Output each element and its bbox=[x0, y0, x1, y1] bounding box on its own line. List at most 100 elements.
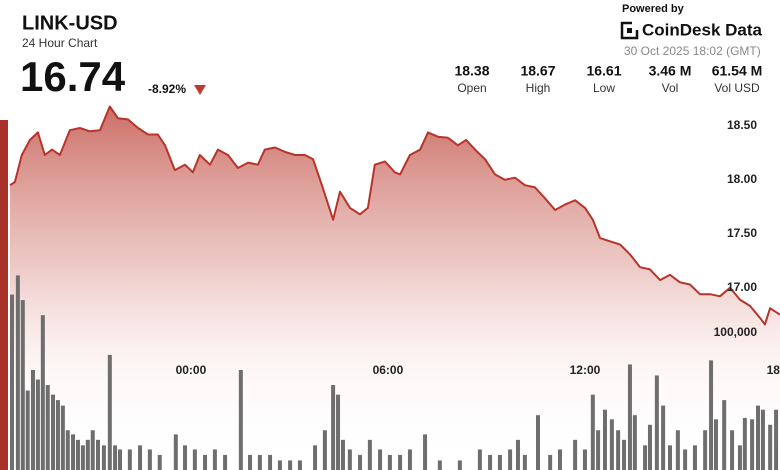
volume-bar bbox=[477, 449, 482, 470]
volume-bar bbox=[248, 454, 253, 470]
volume-bar bbox=[55, 400, 60, 470]
volume-bar bbox=[515, 439, 520, 470]
last-price: 16.74 bbox=[20, 53, 126, 100]
powered-by: Powered by bbox=[622, 3, 685, 15]
volume-bar bbox=[774, 409, 779, 470]
stat-label: High bbox=[526, 81, 551, 95]
symbol: LINK-USD bbox=[22, 12, 118, 34]
volume-bar bbox=[668, 445, 672, 470]
down-arrow bbox=[194, 85, 206, 95]
volume-bar bbox=[71, 434, 76, 470]
volume-bar bbox=[223, 454, 228, 470]
volume-bar bbox=[602, 409, 607, 470]
volume-bar bbox=[60, 405, 65, 470]
stat-value: 61.54 M bbox=[712, 63, 763, 79]
volume-bar bbox=[437, 460, 442, 470]
volume-bar bbox=[313, 445, 318, 470]
x-tick-label: 06:00 bbox=[373, 363, 404, 377]
volume-bar bbox=[101, 445, 106, 470]
stat-label: Vol USD bbox=[714, 81, 760, 95]
stat-label: Low bbox=[593, 81, 615, 95]
volume-bar bbox=[643, 445, 648, 470]
volume-bar bbox=[347, 449, 352, 470]
price-change: -8.92% bbox=[148, 82, 186, 96]
volume-bar bbox=[173, 434, 178, 470]
volume-bar bbox=[713, 419, 718, 470]
volume-bar bbox=[760, 409, 765, 470]
volume-bar bbox=[268, 454, 273, 470]
volume-bar bbox=[756, 405, 760, 470]
area-layer bbox=[10, 106, 780, 470]
volume-bar bbox=[457, 460, 462, 470]
volume-bar bbox=[407, 449, 412, 470]
x-tick-label: 18:00 bbox=[767, 363, 780, 377]
volume-bar bbox=[582, 449, 587, 470]
volume-bar bbox=[90, 430, 95, 470]
volume-bar bbox=[558, 449, 562, 470]
volume-bar bbox=[212, 449, 217, 470]
volume-bar bbox=[632, 415, 637, 470]
volume-bar bbox=[203, 454, 208, 470]
volume-bar bbox=[367, 439, 372, 470]
volume-bar bbox=[692, 445, 697, 470]
volume-bar bbox=[590, 394, 595, 470]
volume-tick-label: 100,000 bbox=[714, 325, 758, 339]
volume-bar bbox=[737, 445, 742, 470]
volume-bar bbox=[730, 430, 735, 470]
volume-bar bbox=[238, 369, 243, 470]
volume-bar bbox=[423, 434, 428, 470]
volume-bar bbox=[35, 379, 40, 470]
volume-bar bbox=[627, 364, 632, 470]
volume-bar bbox=[20, 300, 25, 470]
brand-logo bbox=[620, 21, 639, 40]
volume-bar bbox=[336, 394, 341, 470]
volume-bar bbox=[768, 424, 773, 470]
volume-bar bbox=[722, 400, 727, 470]
volume-bar bbox=[277, 460, 282, 470]
volume-bar bbox=[331, 385, 336, 470]
volume-bar bbox=[138, 445, 143, 470]
stat-value: 18.38 bbox=[454, 63, 489, 79]
price-area bbox=[10, 106, 780, 470]
y-tick-label: 17.00 bbox=[727, 280, 757, 294]
brand-name: CoinDesk Data bbox=[642, 20, 763, 39]
volume-bar bbox=[25, 390, 30, 470]
volume-bar bbox=[118, 449, 122, 470]
stat-label: Vol bbox=[662, 81, 679, 95]
volume-bar bbox=[192, 449, 197, 470]
y-tick-label: 18.00 bbox=[727, 172, 757, 186]
volume-bar bbox=[750, 419, 755, 470]
volume-bar bbox=[609, 419, 614, 470]
volume-bar bbox=[573, 439, 578, 470]
volume-bar bbox=[147, 449, 152, 470]
subtitle: 24 Hour Chart bbox=[22, 36, 98, 50]
volume-bar bbox=[703, 430, 708, 470]
volume-bar bbox=[96, 439, 100, 470]
stat-value: 3.46 M bbox=[649, 63, 692, 79]
y-tick-label: 18.50 bbox=[727, 118, 757, 132]
volume-bar bbox=[683, 449, 688, 470]
volume-bar bbox=[709, 360, 714, 470]
volume-bar bbox=[297, 460, 302, 470]
edge-strip bbox=[0, 120, 8, 470]
volume-bar bbox=[288, 460, 293, 470]
volume-bar bbox=[40, 315, 45, 470]
price-line bbox=[9, 105, 780, 326]
x-tick-label: 00:00 bbox=[176, 363, 207, 377]
volume-bar bbox=[398, 454, 403, 470]
volume-bar bbox=[9, 294, 14, 470]
volume-bar bbox=[113, 445, 118, 470]
volume-bar bbox=[548, 454, 553, 470]
timestamp: 30 Oct 2025 18:02 (GMT) bbox=[624, 44, 761, 58]
volume-bar bbox=[75, 439, 80, 470]
volume-bar bbox=[15, 275, 20, 470]
volume-bar bbox=[742, 417, 747, 470]
volume-bar bbox=[45, 385, 50, 470]
x-tick-label: 12:00 bbox=[570, 363, 601, 377]
volume-bar bbox=[536, 415, 540, 470]
volume-bar bbox=[647, 424, 652, 470]
volume-bar bbox=[508, 449, 513, 470]
volume-bar bbox=[80, 445, 85, 470]
volume-bar bbox=[622, 439, 627, 470]
